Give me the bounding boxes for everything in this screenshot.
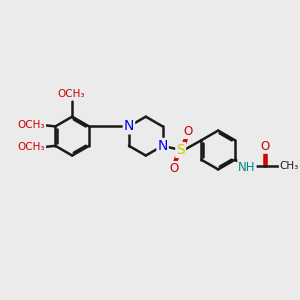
Text: O: O [183, 125, 192, 138]
Text: N: N [124, 119, 134, 134]
Text: OCH₃: OCH₃ [57, 89, 85, 100]
Text: OCH₃: OCH₃ [18, 120, 45, 130]
Text: O: O [169, 162, 178, 175]
Text: CH₃: CH₃ [279, 161, 299, 171]
Text: NH: NH [238, 161, 256, 174]
Text: N: N [158, 139, 168, 153]
Text: O: O [260, 140, 269, 153]
Text: S: S [176, 143, 185, 157]
Text: OCH₃: OCH₃ [18, 142, 45, 152]
